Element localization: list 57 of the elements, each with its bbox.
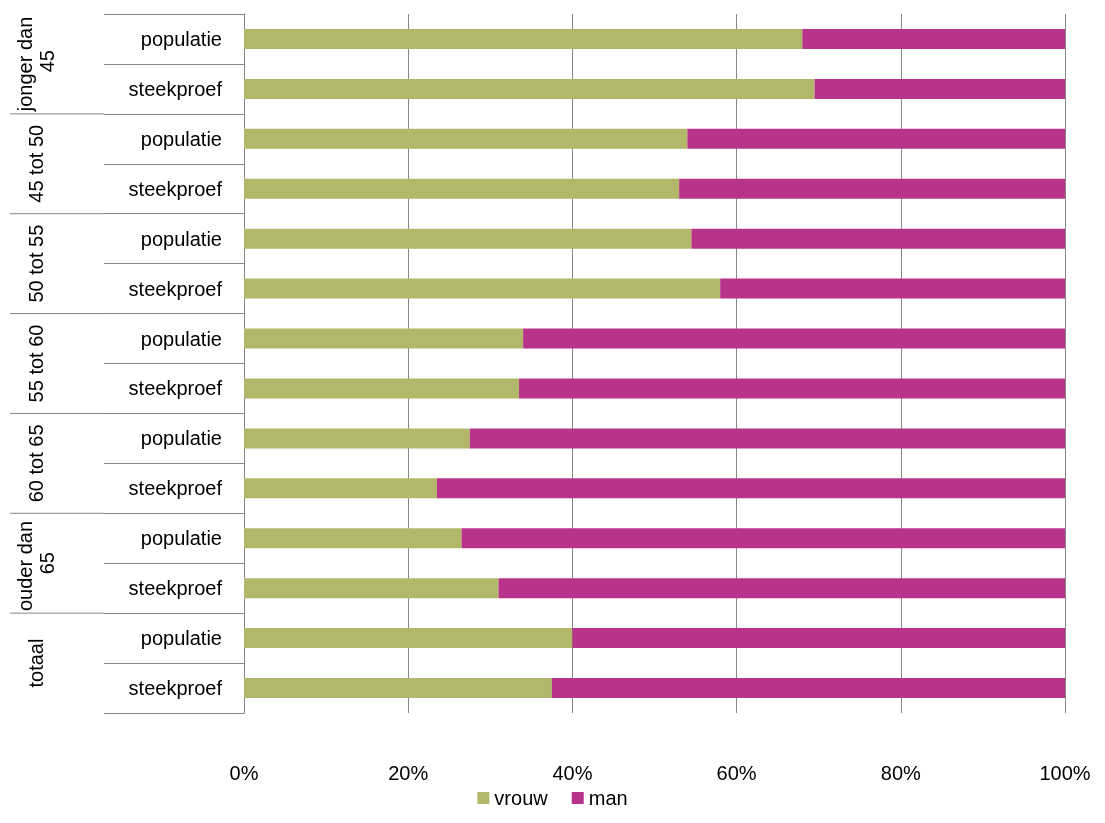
text: ouder dan 65 — [14, 515, 58, 612]
x-tick-label: 40% — [552, 762, 593, 784]
bar — [802, 28, 1065, 49]
bar — [244, 428, 470, 449]
bar — [244, 528, 462, 549]
bar — [244, 478, 437, 499]
x-tick-label: 80% — [880, 762, 922, 784]
text: totaal — [25, 638, 47, 688]
y-tick-label: steekproef — [128, 277, 223, 300]
y-tick-label: populatie — [140, 127, 222, 150]
y-tick-label: steekproef — [128, 377, 223, 400]
bar — [469, 428, 1065, 449]
bar — [551, 678, 1065, 699]
y-tick-label: steekproef — [128, 677, 223, 700]
bar — [523, 328, 1065, 349]
bar — [679, 178, 1065, 199]
text: 60 tot 65 — [25, 424, 47, 503]
y-tick-label: populatie — [140, 227, 222, 250]
bar — [720, 278, 1065, 299]
text: 55 tot 60 — [25, 324, 47, 403]
bar — [519, 378, 1065, 399]
bar — [814, 78, 1065, 99]
y-tick-label: populatie — [140, 427, 222, 450]
y-tick-label: populatie — [140, 327, 222, 350]
bar — [244, 678, 552, 699]
bar — [461, 528, 1065, 549]
y-tick-label: populatie — [140, 527, 222, 550]
text: 45 tot 50 — [25, 124, 47, 203]
y-tick-label: steekproef — [128, 77, 223, 100]
bar — [244, 628, 573, 649]
legend-label: vrouw — [494, 787, 549, 809]
bar — [244, 128, 688, 149]
bar — [244, 78, 815, 99]
bar — [244, 328, 524, 349]
legend-label: man — [588, 787, 628, 809]
y-tick-label: steekproef — [128, 477, 223, 500]
bar — [244, 228, 692, 249]
text: 50 tot 55 — [25, 224, 47, 303]
bar — [436, 478, 1065, 499]
bar — [244, 28, 803, 49]
bar — [244, 278, 721, 299]
y-tick-label: populatie — [140, 627, 222, 650]
bar — [687, 128, 1065, 149]
bar — [498, 578, 1065, 599]
bar — [691, 228, 1065, 249]
y-tick-label: steekproef — [128, 577, 223, 600]
y-tick-label: steekproef — [128, 177, 223, 200]
bar — [244, 578, 499, 599]
y-tick-label: populatie — [140, 27, 222, 50]
x-tick-label: 60% — [716, 762, 757, 784]
bar — [244, 178, 680, 199]
x-tick-label: 20% — [388, 762, 429, 784]
bar — [572, 628, 1065, 649]
x-tick-label: 100% — [1039, 762, 1091, 784]
x-tick-label: 0% — [229, 762, 259, 784]
bar — [244, 378, 520, 399]
text: jonger dan 45 — [14, 16, 58, 113]
